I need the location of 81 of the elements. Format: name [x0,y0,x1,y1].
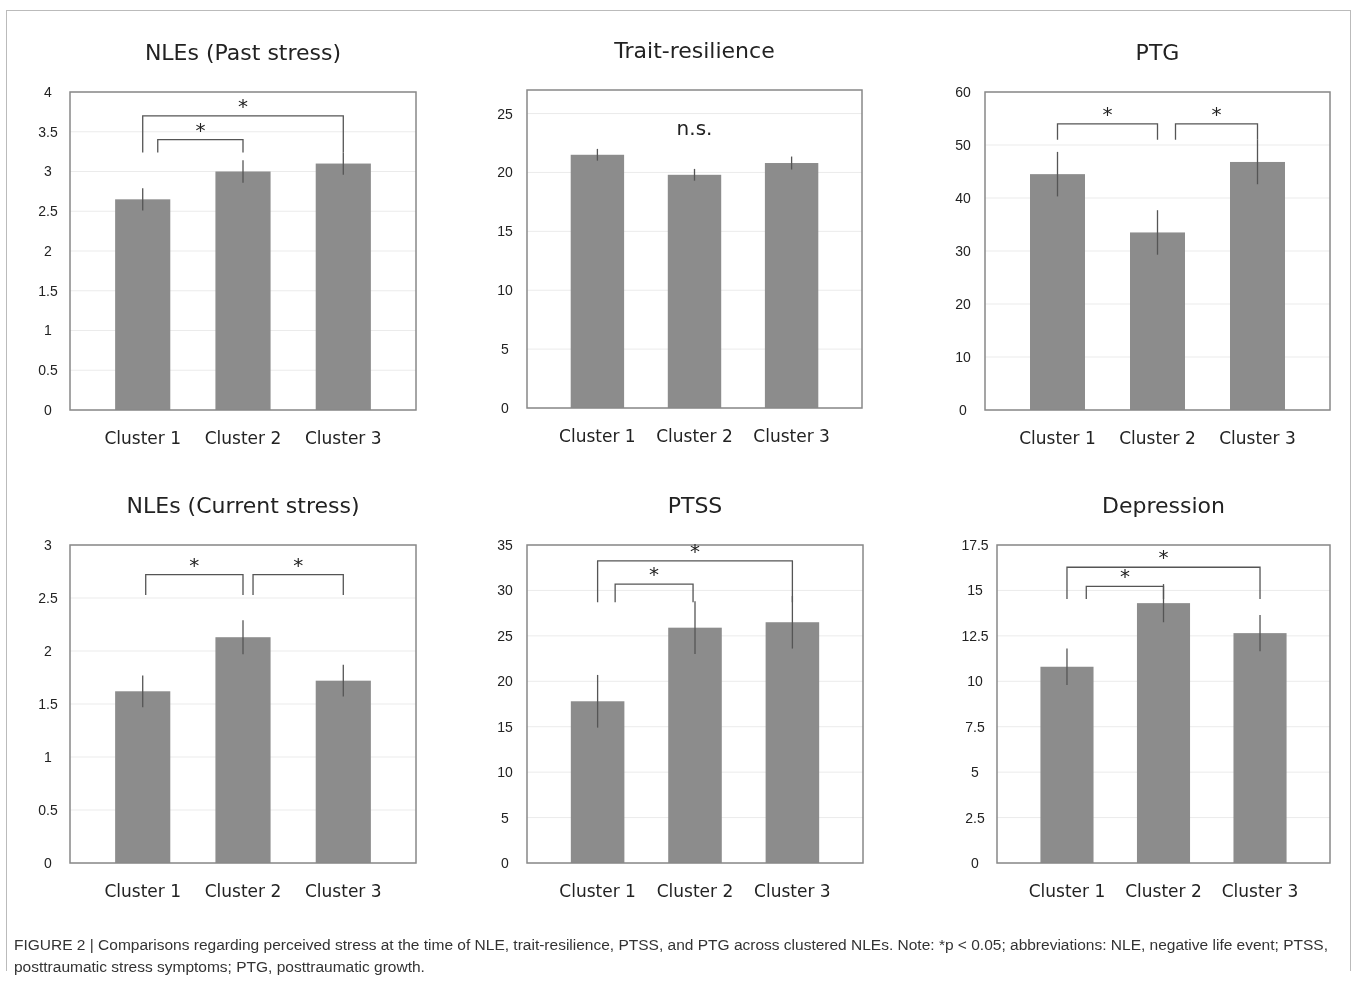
y-tick-label: 40 [955,189,971,206]
x-tick-label: Cluster 2 [204,428,282,448]
y-tick-label: 0 [44,401,53,418]
annotation: n.s. [676,115,713,140]
x-tick-label: Cluster 3 [753,426,830,446]
x-tick-label: Cluster 2 [1125,881,1202,901]
x-tick-label: Cluster 3 [754,881,831,901]
y-tick-label: 0.5 [38,801,58,818]
y-tick-label: 1 [44,748,53,765]
y-tick-label: 20 [955,295,971,312]
y-tick-label: 0 [971,854,980,871]
y-tick-label: 2.5 [965,809,985,826]
y-tick-label: 0 [959,401,968,418]
y-tick-label: 50 [955,136,971,153]
chart-title: Trait-resilience [613,38,775,63]
y-tick-label: 5 [501,809,510,826]
y-tick-label: 17.5 [961,536,989,553]
y-tick-label: 35 [497,536,513,553]
chart-title: PTSS [667,493,723,518]
y-tick-label: 30 [497,582,513,599]
annotation: * [1158,545,1169,570]
x-tick-label: Cluster 2 [204,881,282,901]
y-tick-label: 0 [44,854,53,871]
annotation: * [1119,564,1130,589]
y-tick-label: 20 [497,673,513,690]
y-tick-label: 10 [955,348,971,365]
y-tick-label: 1 [44,322,53,339]
y-tick-label: 5 [971,764,980,781]
x-tick-label: Cluster 1 [104,881,181,901]
y-tick-label: 10 [497,282,513,299]
y-tick-label: 2.5 [38,589,58,606]
x-tick-label: Cluster 1 [559,426,636,446]
annotation: * [293,552,304,577]
y-tick-label: 25 [497,627,513,644]
y-tick-label: 7.5 [965,718,985,735]
y-tick-label: 2 [44,642,53,659]
y-tick-label: 25 [497,105,513,122]
x-tick-label: Cluster 3 [305,428,382,448]
chart-title: NLEs (Past stress) [144,40,342,65]
x-tick-label: Cluster 2 [656,881,734,901]
annotation: * [1102,101,1113,126]
y-tick-label: 20 [497,164,513,181]
x-tick-label: Cluster 2 [656,426,733,446]
y-tick-label: 15 [967,582,983,599]
y-tick-label: 1.5 [38,695,58,712]
x-tick-label: Cluster 3 [1221,881,1299,901]
y-tick-label: 0.5 [38,362,58,379]
x-tick-label: Cluster 1 [104,428,181,448]
caption: FIGURE 2 | Comparisons regarding perceived stress at the time of NLE, trait-resilience, PTSS, and PTG across clustered NLEs. Note: *p < 0.05; abbreviations: NLE, negative life event; PTSS, posttraumatic stress symptoms; PTG, posttraumatic growth. [14,935,1329,977]
x-tick-label: Cluster 2 [1119,428,1196,448]
y-tick-label: 3 [44,163,53,180]
chart-title: Depression [1102,493,1225,518]
annotation: * [238,93,248,118]
y-tick-label: 5 [501,341,510,358]
y-tick-label: 30 [955,242,971,259]
x-tick-label: Cluster 1 [559,881,636,901]
annotation: * [195,117,206,142]
y-tick-label: 10 [497,764,513,781]
annotation: * [649,562,660,587]
y-tick-label: 15 [497,718,513,735]
y-tick-label: 0 [501,854,510,871]
x-tick-label: Cluster 1 [1028,881,1106,901]
x-tick-label: Cluster 3 [305,881,382,901]
annotation: * [189,552,200,577]
y-tick-label: 12.5 [961,627,989,644]
annotation: * [690,538,700,563]
x-tick-label: Cluster 3 [1219,428,1296,448]
y-tick-label: 2 [44,242,53,259]
y-tick-label: 60 [955,83,971,100]
y-tick-label: 0 [501,399,510,416]
y-tick-label: 1.5 [38,282,58,299]
y-tick-label: 3.5 [38,123,58,140]
y-tick-label: 10 [967,673,983,690]
y-tick-label: 15 [497,223,513,240]
x-tick-label: Cluster 1 [1019,428,1096,448]
y-tick-label: 4 [44,83,53,100]
y-tick-label: 2.5 [38,203,58,220]
annotation: * [1211,101,1222,126]
chart-title: NLEs (Current stress) [126,493,360,518]
chart-title: PTG [1135,40,1180,65]
y-tick-label: 3 [44,536,53,553]
